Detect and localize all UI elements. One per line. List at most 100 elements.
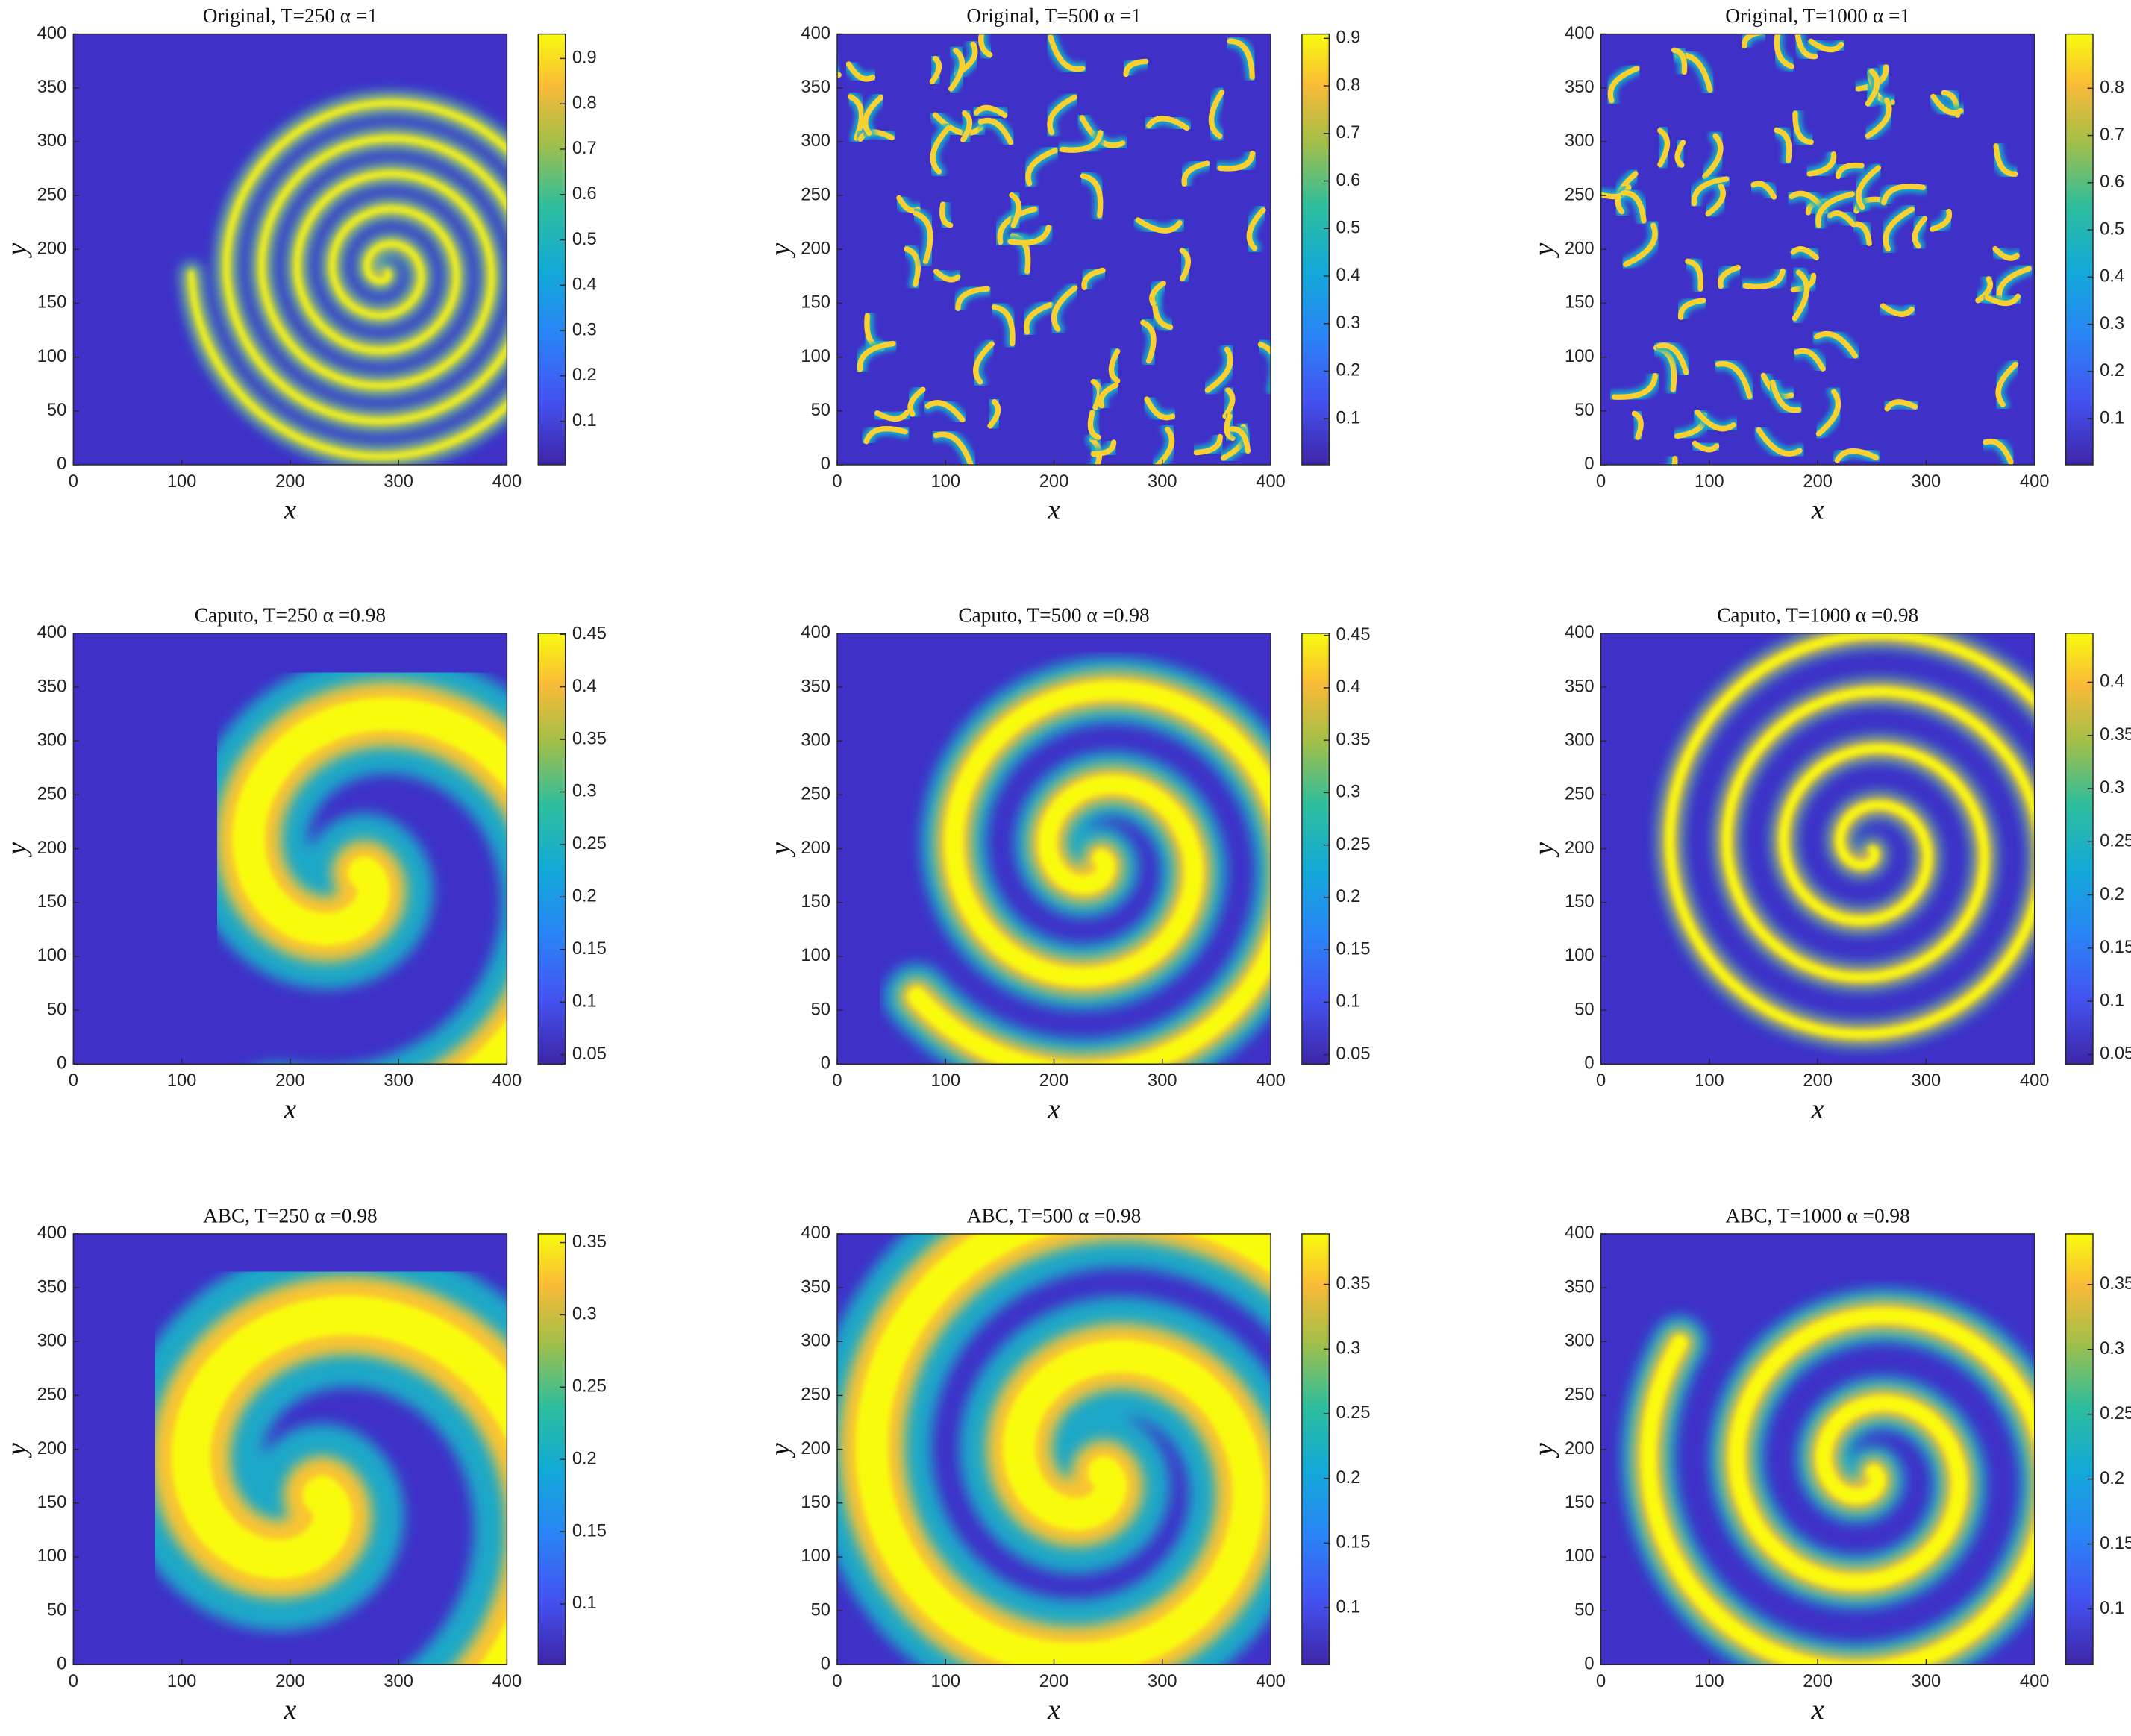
y-tick-label: 200	[37, 839, 66, 858]
subplot: 0 100 200 300 400 0 50 100 150 200 250 300 350 400 ABC…	[1, 1204, 607, 1726]
heatmap-band	[1702, 133, 1724, 180]
heatmap-band	[862, 95, 884, 137]
x-tick-label: 100	[1695, 1672, 1724, 1691]
heatmap-band	[1695, 409, 1736, 432]
colorbar-tick-label: 0.1	[2100, 1599, 2124, 1618]
colorbar-tick-label: 0.1	[572, 411, 597, 430]
colorbar	[537, 33, 566, 466]
colorbar-tick-label: 0.45	[1336, 625, 1370, 645]
heatmap-field	[73, 633, 507, 1065]
heatmap-band	[855, 1233, 1271, 1665]
title: Caputo, T=1000 α =0.98	[1717, 604, 1918, 626]
colorbar-tick-label: 0.9	[1336, 28, 1360, 48]
heatmap-field	[1600, 34, 2035, 465]
y-tick-label: 50	[47, 1600, 66, 1620]
subplot: 0 100 200 300 400 0 50 100 150 200 250 300 350 400 ABC…	[765, 1204, 1371, 1726]
heatmap-band	[1808, 38, 1844, 53]
y-tick-label: 150	[801, 892, 830, 912]
x-tick-label: 300	[384, 1672, 413, 1691]
y-tick-label: 300	[37, 730, 66, 750]
heatmap-band	[1794, 348, 1826, 372]
y-tick-label: 100	[1565, 1547, 1594, 1566]
y-tick-label: 400	[37, 1223, 66, 1243]
heatmap-band	[863, 426, 908, 445]
y-tick-label: 350	[801, 1277, 830, 1297]
heatmap-band	[1179, 248, 1191, 281]
colorbar-tick-label: 0.3	[2100, 314, 2124, 333]
heatmap-field	[1600, 1233, 2035, 1665]
y-tick-label: 0	[57, 454, 66, 474]
title: Caputo, T=500 α =0.98	[958, 604, 1149, 626]
heatmap-band	[1794, 34, 1818, 60]
x-tick-label: 400	[2020, 1071, 2049, 1091]
y-tick-label: 350	[801, 677, 830, 696]
y-tick-label: 150	[37, 1493, 66, 1512]
colorbar-tick-label: 0.3	[572, 1305, 597, 1324]
colorbar	[537, 1233, 566, 1666]
colorbar-tick-label: 0.35	[2100, 725, 2131, 745]
colorbar-tick-label: 0.2	[572, 1449, 597, 1468]
y-tick-label: 300	[1565, 1332, 1594, 1351]
heatmap-band	[1009, 192, 1021, 228]
heatmap-band	[978, 34, 993, 58]
colorbar-tick-label: 0.3	[1336, 783, 1360, 802]
y-tick-label: 200	[801, 239, 830, 259]
y-tick-label: 200	[37, 1439, 66, 1458]
heatmap-band	[913, 210, 933, 264]
y-tick-label: 350	[37, 677, 66, 696]
colorbar-tick-label: 0.1	[572, 991, 597, 1011]
heatmap-band	[1815, 191, 1855, 228]
x-axis-label: x	[1047, 1094, 1060, 1125]
subplot: 0 100 200 300 400 0 50 100 150 200 250 300 350 400 Cap…	[1529, 604, 2131, 1125]
heatmap-band	[1193, 433, 1223, 456]
y-tick-label: 300	[1565, 730, 1594, 750]
heatmap-band	[907, 681, 1271, 1065]
x-tick-label: 200	[275, 1071, 304, 1091]
colorbar-tick-label: 0.2	[1336, 361, 1360, 380]
y-tick-label: 250	[1565, 185, 1594, 204]
heatmap-band	[1750, 181, 1777, 200]
y-tick-label: 50	[1574, 1600, 1594, 1620]
title: Original, T=500 α =1	[966, 4, 1141, 27]
colorbar-tick-label: 0.35	[572, 729, 607, 748]
y-tick-label: 400	[801, 1223, 830, 1243]
y-tick-label: 350	[1565, 78, 1594, 97]
y-tick-label: 0	[57, 1053, 66, 1073]
y-tick-label: 350	[37, 78, 66, 97]
heatmap-band	[904, 246, 921, 287]
x-tick-label: 400	[2020, 1672, 2049, 1691]
heatmap-band	[1995, 361, 2019, 407]
x-tick-label: 400	[492, 1071, 522, 1091]
heatmap-field	[837, 1233, 1271, 1665]
heatmap-band	[1257, 342, 1271, 392]
title: ABC, T=250 α =0.98	[203, 1204, 378, 1226]
y-tick-label: 150	[1565, 293, 1594, 313]
colorbar-tick-label: 0.1	[1336, 992, 1360, 1012]
heatmap-band	[1246, 207, 1266, 251]
y-tick-label: 350	[37, 1277, 66, 1297]
colorbar-tick-label: 0.2	[1336, 887, 1360, 906]
heatmap-band	[1025, 148, 1058, 187]
colorbar-tick-label: 0.4	[2100, 267, 2124, 286]
heatmap-band	[1856, 165, 1882, 210]
y-tick-label: 200	[801, 839, 830, 858]
subplot: 0 100 200 300 400 0 50 100 150 200 250 300 350 400 Cap…	[765, 604, 1371, 1125]
heatmap-field	[73, 34, 507, 465]
heatmap-band	[1912, 216, 1928, 249]
colorbar-tick-label: 0.4	[2100, 672, 2124, 692]
heatmap-band	[1880, 303, 1915, 317]
x-tick-label: 0	[832, 1672, 842, 1691]
y-tick-label: 0	[821, 454, 830, 474]
colorbar-tick-label: 0.2	[1336, 1468, 1360, 1488]
colorbar	[1301, 1233, 1330, 1666]
subplot: 0 100 200 300 400 0 50 100 150 200 250 300 350 400 Cap…	[1, 604, 607, 1125]
subplot: 0 100 200 300 400 0 50 100 150 200 250 300 350 400 Ori…	[765, 4, 1360, 526]
heatmap-band	[1135, 217, 1183, 234]
x-tick-label: 200	[1039, 1071, 1068, 1091]
x-tick-label: 400	[1256, 1071, 1285, 1091]
heatmap-band	[1217, 151, 1256, 172]
heatmap-band	[1806, 151, 1837, 177]
y-tick-label: 250	[1565, 1385, 1594, 1405]
y-tick-label: 250	[37, 185, 66, 204]
x-tick-label: 400	[492, 472, 522, 492]
